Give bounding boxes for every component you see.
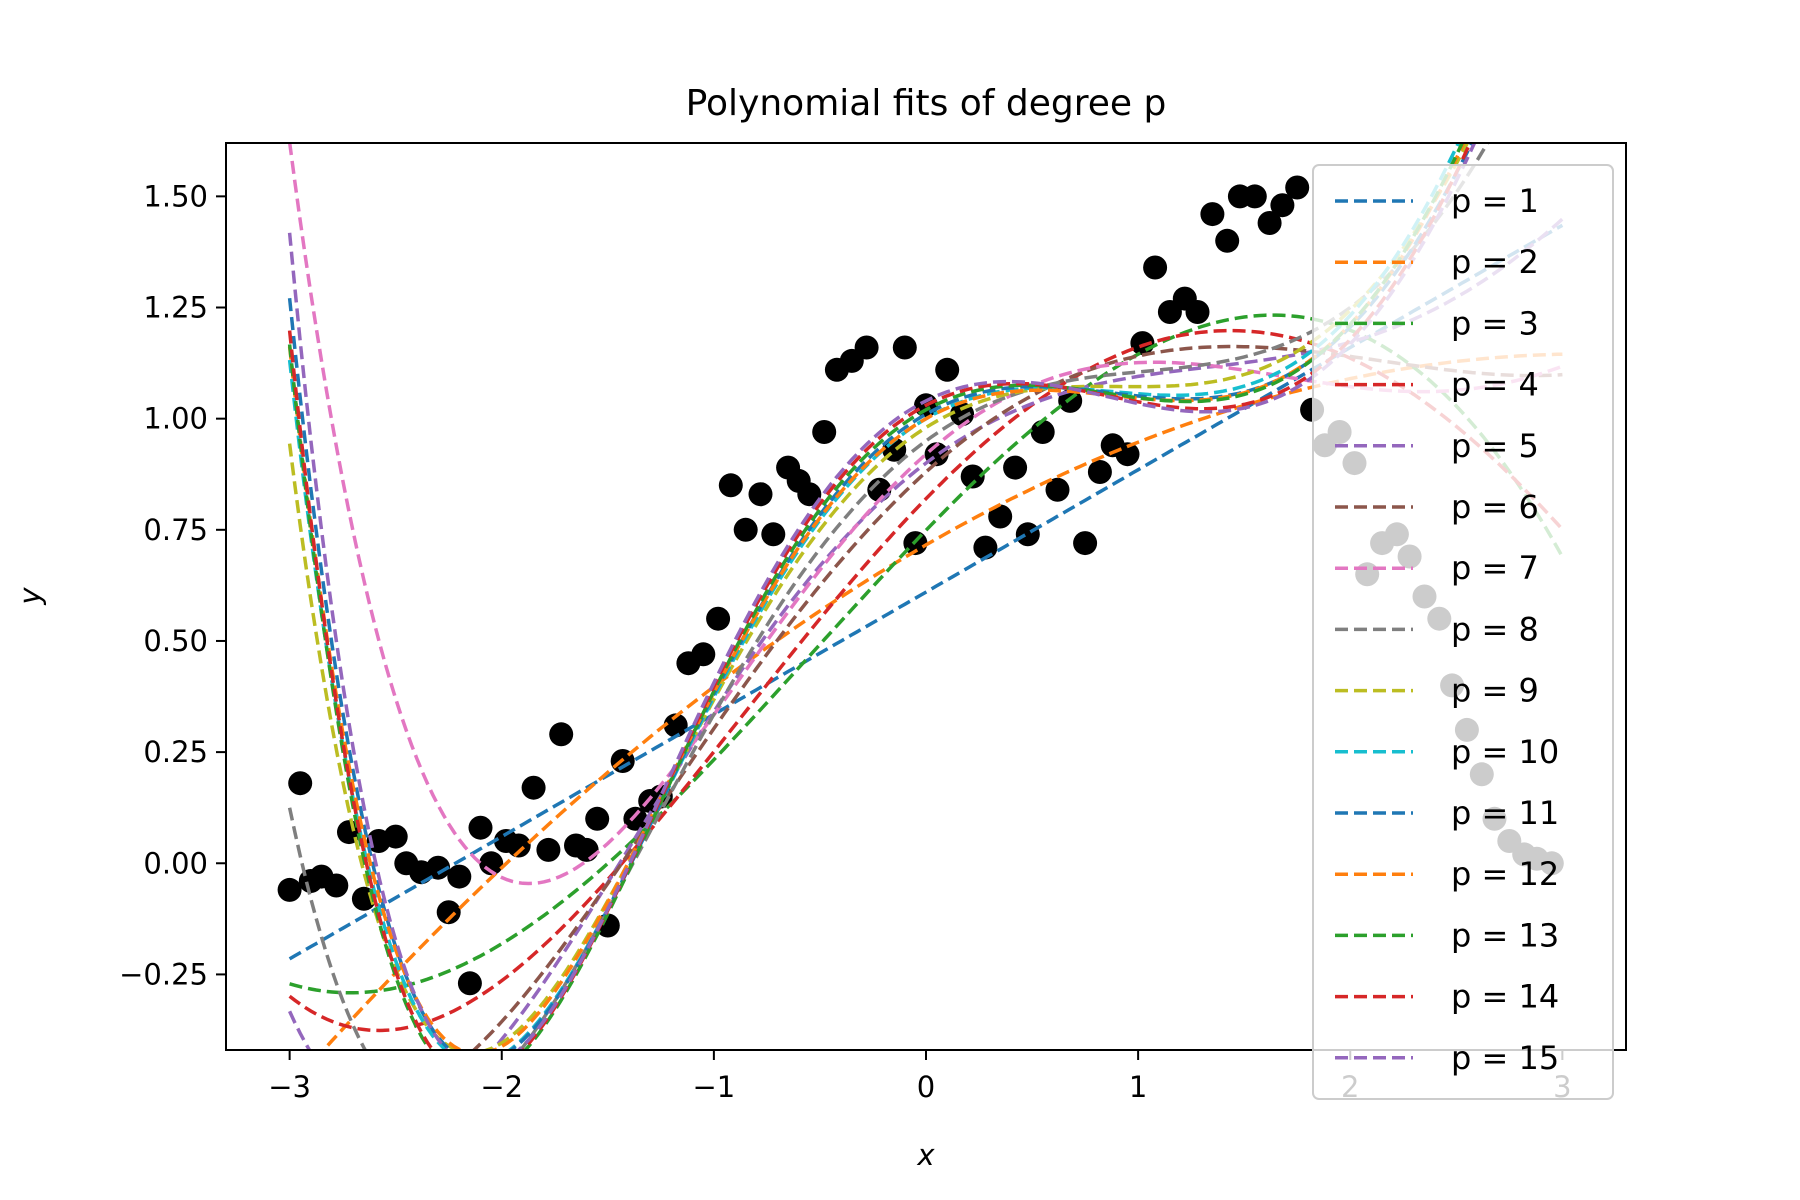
data-point [733, 517, 758, 542]
data-point [549, 722, 574, 747]
data-point [1003, 455, 1028, 480]
legend: p = 1 p = 2 p = 3 p = 4 p = 5 p = 6 p = 7 p = 8… [1312, 164, 1614, 1100]
data-point [426, 855, 451, 880]
legend-label: p = 8 [1451, 610, 1539, 648]
data-point [383, 824, 408, 849]
data-point [892, 335, 917, 360]
data-point [1143, 255, 1168, 280]
data-point [277, 877, 302, 902]
y-tick-label: 1.00 [143, 402, 208, 436]
data-point [1073, 531, 1098, 556]
y-axis-title: y [13, 587, 47, 606]
legend-label: p = 14 [1451, 978, 1559, 1016]
data-point [1045, 477, 1070, 502]
data-point [706, 606, 731, 631]
legend-label: p = 1 [1451, 182, 1539, 220]
data-point [521, 775, 546, 800]
y-tick-label: −0.25 [119, 957, 208, 991]
data-point [1257, 211, 1282, 235]
legend-label: p = 6 [1451, 488, 1539, 526]
legend-label: p = 12 [1451, 855, 1559, 893]
legend-label: p = 3 [1451, 304, 1539, 342]
chart-title: Polynomial fits of degree p [686, 83, 1167, 124]
y-tick-label: 0.25 [143, 735, 208, 769]
data-point [797, 482, 822, 507]
data-point [288, 771, 313, 796]
y-tick-label: 0.50 [143, 624, 208, 658]
data-point [574, 837, 599, 862]
data-point [761, 522, 786, 547]
data-point [1242, 184, 1267, 209]
y-tick-label: 1.25 [143, 291, 208, 325]
data-point [1030, 420, 1055, 444]
data-point [506, 833, 531, 858]
data-point [718, 473, 743, 498]
data-point [748, 482, 773, 507]
data-point [436, 900, 461, 925]
x-tick-label: 1 [1129, 1070, 1147, 1104]
data-point [585, 806, 610, 831]
data-point [1285, 175, 1310, 200]
fit-line-9 [287, 143, 1470, 1050]
legend-label: p = 9 [1451, 672, 1539, 710]
fit-line-14 [287, 143, 1472, 1050]
data-point [1215, 228, 1240, 253]
legend-label: p = 11 [1451, 794, 1559, 832]
x-tick-label: −1 [693, 1070, 736, 1104]
data-point [1015, 522, 1040, 547]
data-point [324, 873, 349, 898]
data-point [1115, 442, 1140, 467]
axis-layer: −3−2−10123−0.250.000.250.500.751.001.251… [119, 179, 1571, 1104]
y-tick-label: 0.00 [143, 846, 208, 880]
data-point [536, 837, 561, 862]
x-tick-label: −2 [480, 1070, 523, 1104]
legend-label: p = 10 [1451, 733, 1559, 771]
data-point [988, 504, 1013, 529]
legend-label: p = 15 [1451, 1039, 1559, 1077]
legend-label: p = 7 [1451, 549, 1539, 587]
legend-label: p = 4 [1451, 366, 1539, 404]
data-point [854, 335, 879, 360]
data-point [468, 815, 493, 840]
legend-label: p = 5 [1451, 427, 1539, 465]
y-tick-label: 0.75 [143, 513, 208, 547]
data-point [1270, 193, 1295, 218]
x-axis-title: x [916, 1138, 935, 1172]
data-point [623, 806, 648, 831]
legend-label: p = 2 [1451, 243, 1539, 281]
x-tick-label: 0 [917, 1070, 935, 1104]
data-point [1200, 202, 1225, 227]
data-point [812, 420, 837, 444]
legend-label: p = 13 [1451, 916, 1559, 954]
data-point [1185, 300, 1210, 324]
data-point [1087, 460, 1112, 484]
data-point [935, 357, 960, 382]
data-point [663, 713, 688, 738]
data-point [457, 971, 482, 996]
data-point [447, 864, 472, 889]
legend-box [1312, 164, 1614, 1100]
data-point [960, 464, 985, 489]
x-tick-label: −3 [268, 1070, 311, 1104]
y-tick-label: 1.50 [143, 179, 208, 213]
data-point [691, 642, 716, 667]
